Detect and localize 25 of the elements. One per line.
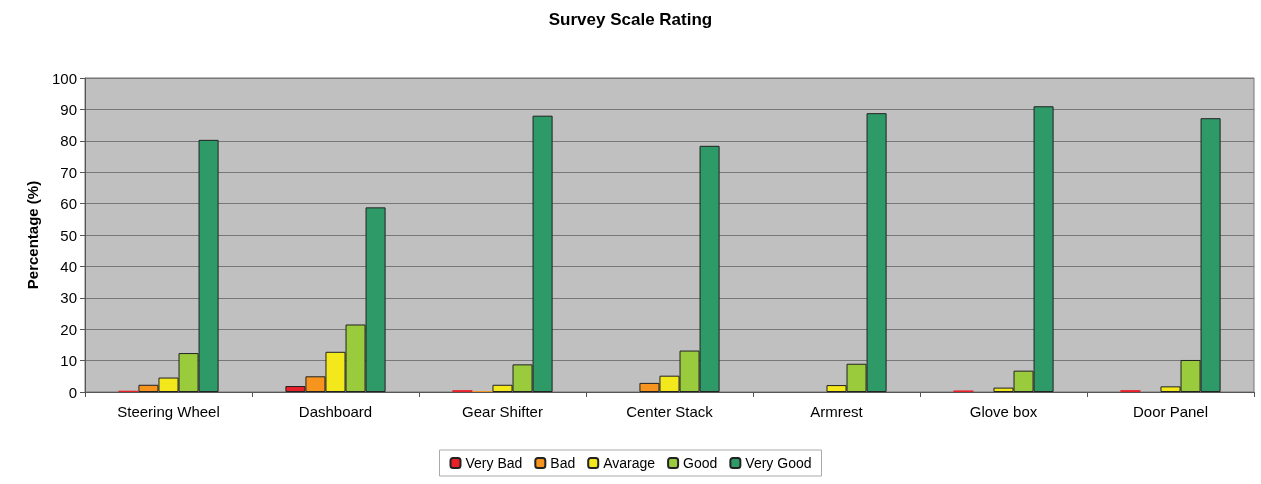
y-axis-title: Percentage (%) — [24, 180, 41, 290]
y-tick-label: 70 — [60, 163, 77, 181]
x-tick-label: Glove box — [969, 403, 1038, 420]
legend-label: Very Good — [745, 455, 812, 471]
x-tick-label: Steering Wheel — [117, 403, 220, 420]
x-tick-label: Gear Shifter — [462, 403, 543, 420]
y-tick-label: 20 — [60, 320, 77, 338]
chart-title: Survey Scale Rating — [548, 10, 713, 29]
y-tick-label: 100 — [51, 69, 77, 87]
y-tick-label: 40 — [60, 257, 77, 275]
y-tick-label: 0 — [68, 383, 77, 401]
y-tick-label: 80 — [60, 132, 77, 150]
y-tick-label: 90 — [60, 100, 77, 118]
legend-label: Good — [683, 455, 718, 471]
legend-label: Bad — [550, 455, 576, 471]
x-tick-label: Door Panel — [1132, 403, 1209, 420]
x-tick-label: Dashboard — [298, 403, 373, 420]
legend-label: Very Bad — [465, 455, 523, 471]
y-tick-label: 10 — [60, 352, 77, 370]
y-tick-label: 60 — [60, 195, 77, 213]
y-tick-label: 30 — [60, 289, 77, 307]
y-tick-label: 50 — [60, 226, 77, 244]
legend-label: Avarage — [603, 455, 656, 471]
x-tick-label: Center Stack — [626, 403, 714, 420]
x-tick-label: Armrest — [810, 403, 864, 420]
